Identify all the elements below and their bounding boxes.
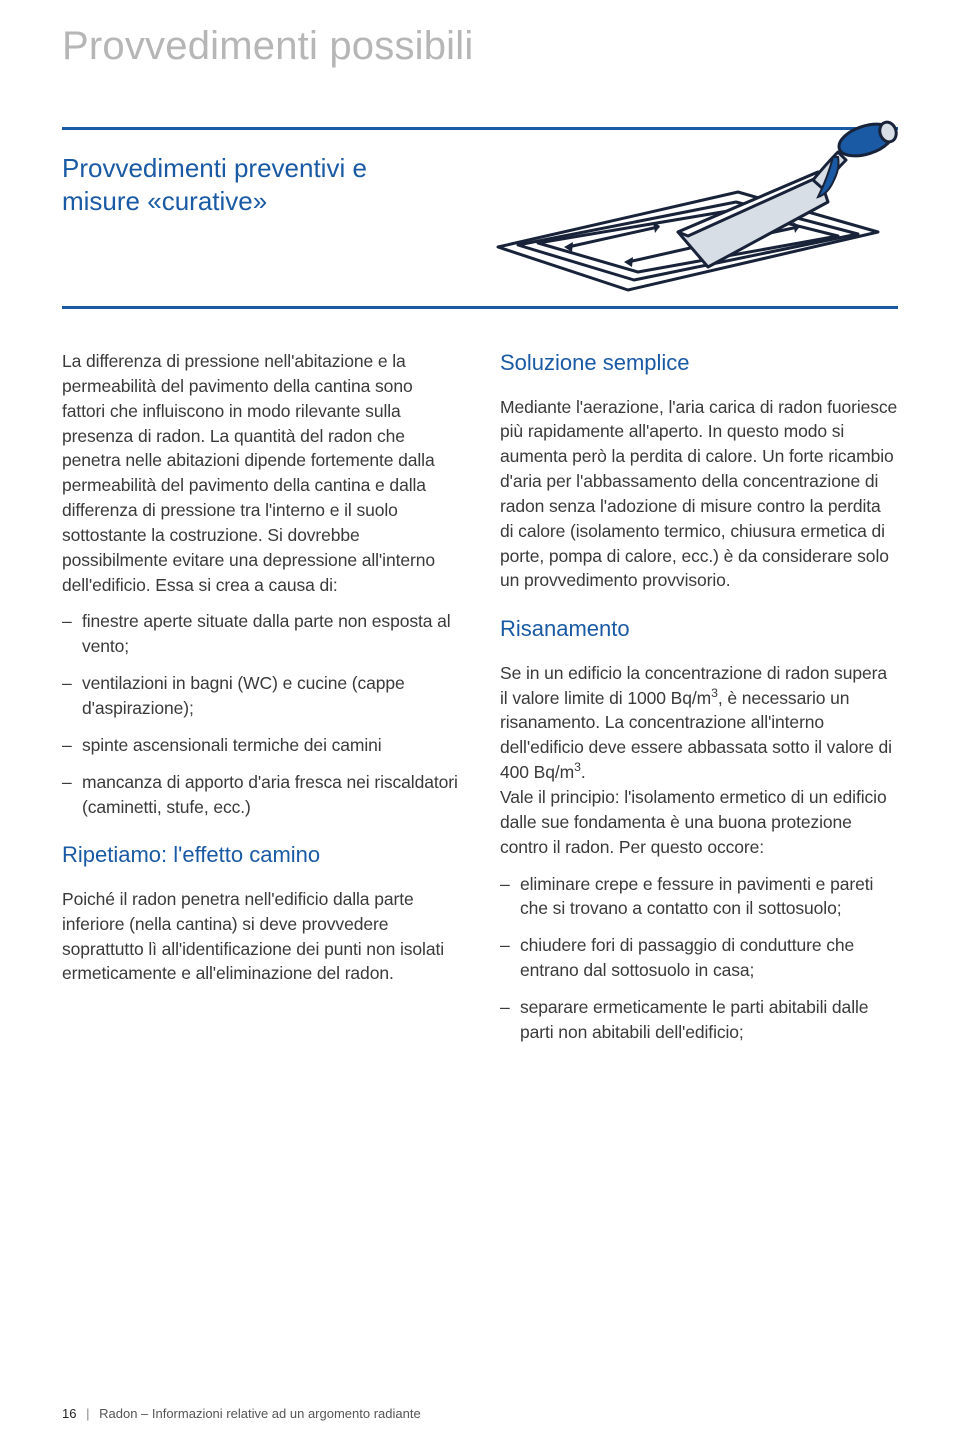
right-column: Soluzione semplice Mediante l'aerazione,… — [500, 349, 898, 1057]
list-item: ventilazioni in bagni (WC) e cucine (cap… — [62, 671, 460, 721]
list-item: chiudere fori di passaggio di condutture… — [500, 933, 898, 983]
list-item: eliminare crepe e fessure in pavimenti e… — [500, 872, 898, 922]
sub-rule — [62, 306, 898, 309]
header-row: Provvedimenti preventivi e misure «curat… — [62, 148, 898, 292]
heading-risanamento: Risanamento — [500, 615, 898, 643]
page-footer: 16 | Radon – Informazioni relative ad un… — [62, 1406, 421, 1421]
two-column-layout: La differenza di pressione nell'abitazio… — [62, 349, 898, 1057]
page: Provvedimenti possibili Provvedimenti pr… — [0, 0, 960, 1439]
list-item: spinte ascensionali termiche dei camini — [62, 733, 460, 758]
heading-effetto-camino: Ripetiamo: l'effetto camino — [62, 841, 460, 869]
section-subtitle: Provvedimenti preventivi e misure «curat… — [62, 148, 438, 217]
page-number: 16 — [62, 1406, 76, 1421]
risanamento-list: eliminare crepe e fessure in pavimenti e… — [500, 872, 898, 1045]
left-column: La differenza di pressione nell'abitazio… — [62, 349, 460, 1057]
illustration-trowel — [478, 102, 898, 292]
list-item: finestre aperte situate dalla parte non … — [62, 609, 460, 659]
footer-separator: | — [86, 1406, 89, 1421]
heading-soluzione-semplice: Soluzione semplice — [500, 349, 898, 377]
page-title: Provvedimenti possibili — [62, 24, 898, 69]
effetto-camino-paragraph: Poiché il radon penetra nell'edificio da… — [62, 887, 460, 986]
risanamento-paragraph: Se in un edificio la concentrazione di r… — [500, 661, 898, 860]
list-item: mancanza di apporto d'aria fresca nei ri… — [62, 770, 460, 820]
intro-paragraph: La differenza di pressione nell'abitazio… — [62, 349, 460, 597]
depression-causes-list: finestre aperte situate dalla parte non … — [62, 609, 460, 819]
soluzione-paragraph: Mediante l'aerazione, l'aria carica di r… — [500, 395, 898, 594]
list-item: separare ermeticamente le parti abitabil… — [500, 995, 898, 1045]
footer-doc-title: Radon – Informazioni relative ad un argo… — [99, 1406, 421, 1421]
